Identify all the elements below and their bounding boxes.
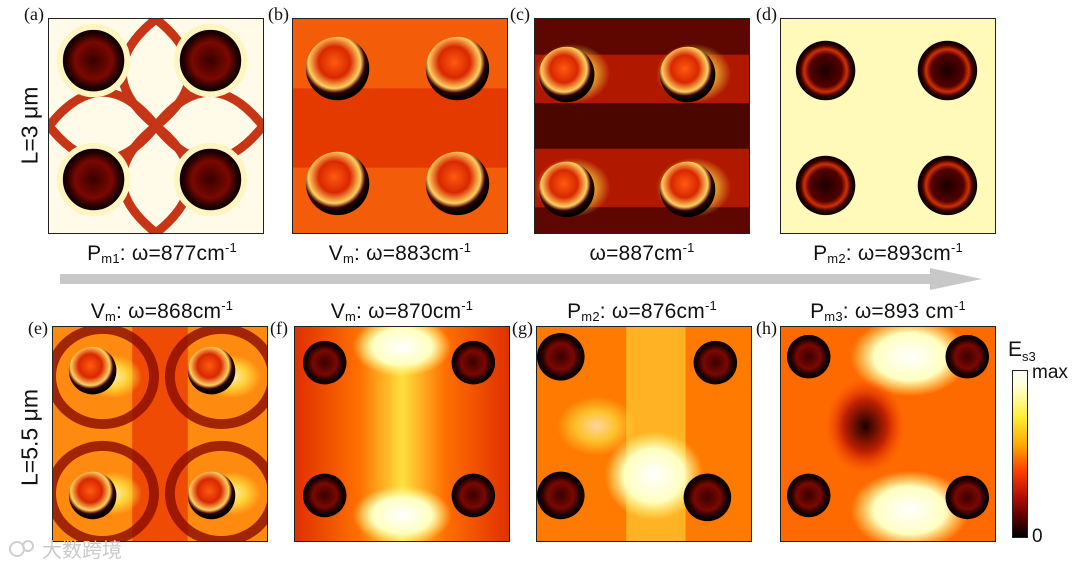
caption-b: Vm: ω=883cm-1 [329, 240, 471, 266]
caption-f-sub: m [345, 309, 357, 324]
caption-h-freq: : ω=893 cm [842, 300, 954, 323]
caption-e-sub: m [105, 309, 117, 324]
caption-a: Pm1: ω=877cm-1 [87, 240, 237, 266]
colorbar-min-label: 0 [1032, 526, 1043, 547]
field-map-c [534, 18, 750, 234]
watermark-text: 大数跨境 [42, 540, 122, 562]
caption-g-freq: : ω=876cm [599, 300, 705, 323]
caption-c-exp: -1 [682, 240, 695, 255]
colorbar-title-sub: s3 [1022, 349, 1036, 365]
caption-g-exp: -1 [704, 298, 717, 313]
colorbar-title: Es3 [1008, 338, 1036, 364]
caption-g-mode: P [567, 300, 582, 323]
panel-label-a: (a) [24, 4, 44, 24]
watermark-logo-icon [9, 539, 34, 557]
caption-f-freq: : ω=870cm [356, 300, 462, 323]
caption-a-mode: P [87, 242, 102, 265]
caption-d: Pm2: ω=893cm-1 [813, 240, 963, 266]
caption-h-mode: P [810, 300, 825, 323]
caption-b-sub: m [343, 251, 355, 266]
caption-g-sub: m2 [581, 309, 600, 324]
caption-c-freq: ω=887cm [589, 242, 683, 265]
panel-label-d: (d) [756, 4, 777, 24]
caption-h-sub: m3 [824, 309, 843, 324]
caption-e-exp: -1 [221, 298, 234, 313]
caption-f-mode: V [330, 300, 346, 323]
colorbar [1012, 370, 1028, 538]
caption-f: Vm: ω=870cm-1 [331, 298, 473, 324]
caption-a-sub: m1 [101, 251, 120, 266]
field-map-d [780, 18, 996, 234]
caption-d-exp: -1 [950, 240, 963, 255]
caption-g: Pm2: ω=876cm-1 [567, 298, 717, 324]
caption-h-exp: -1 [953, 298, 966, 313]
caption-d-freq: : ω=893cm [845, 242, 951, 265]
caption-h: Pm3: ω=893 cm-1 [810, 298, 966, 324]
caption-b-exp: -1 [459, 240, 472, 255]
field-map-a [48, 18, 264, 234]
caption-e-mode: V [90, 300, 106, 323]
panel-label-b: (b) [268, 4, 289, 24]
field-map-g [536, 326, 752, 542]
caption-b-mode: V [328, 242, 344, 265]
caption-d-mode: P [813, 242, 828, 265]
caption-c: ω=887cm-1 [589, 240, 694, 266]
caption-d-sub: m2 [827, 251, 846, 266]
caption-f-exp: -1 [461, 298, 474, 313]
row-label-bottom: L=5.5 μm [16, 389, 43, 486]
caption-a-exp: -1 [224, 240, 237, 255]
panel-label-c: (c) [510, 4, 530, 24]
field-map-h [780, 326, 996, 542]
field-map-f [294, 326, 510, 542]
caption-e-freq: : ω=868cm [116, 300, 222, 323]
caption-b-freq: : ω=883cm [354, 242, 460, 265]
frequency-arrow [60, 268, 982, 290]
field-map-b [292, 18, 508, 234]
panel-label-e: (e) [28, 318, 48, 338]
colorbar-max-label: max [1032, 362, 1068, 383]
panel-label-f: (f) [270, 318, 288, 338]
watermark: 大数跨境 [8, 534, 122, 563]
row-label-top: L=3 μm [16, 86, 43, 165]
caption-e: Vm: ω=868cm-1 [91, 298, 233, 324]
field-map-e [52, 326, 268, 542]
caption-a-freq: : ω=877cm [119, 242, 225, 265]
colorbar-title-main: E [1008, 338, 1023, 361]
panel-label-h: (h) [756, 318, 777, 338]
panel-label-g: (g) [512, 318, 533, 338]
